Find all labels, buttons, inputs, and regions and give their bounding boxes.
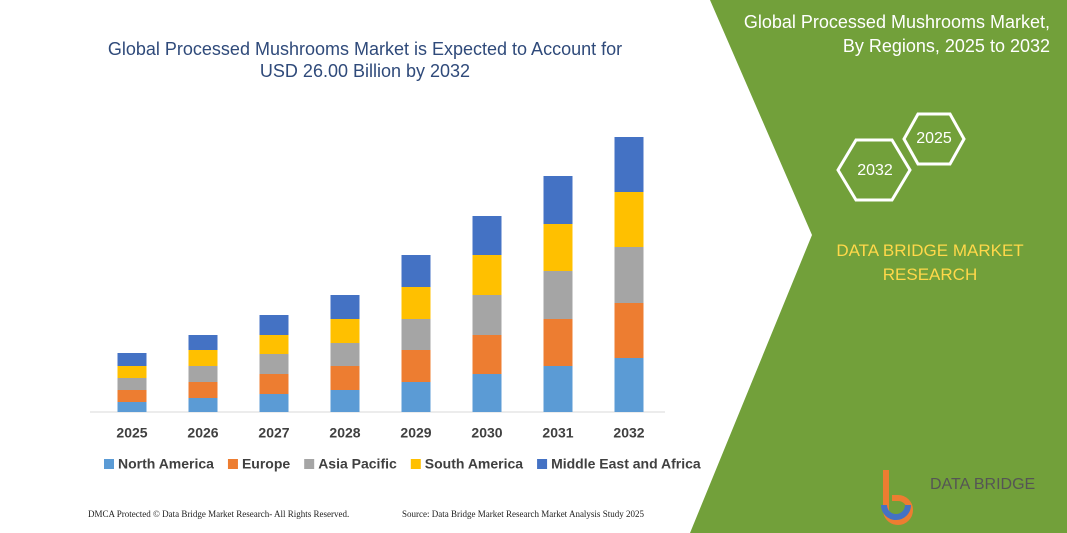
logo: DATA BRIDGE: [881, 470, 1035, 525]
bar-segment: [330, 390, 360, 412]
brand-text: DATA BRIDGE MARKET RESEARCH: [836, 241, 1023, 284]
logo-text: DATA BRIDGE: [930, 476, 1035, 493]
side-panel: [690, 0, 1067, 533]
bar-segment: [543, 366, 573, 412]
x-tick-label: 2028: [329, 425, 360, 441]
bar-segment: [330, 343, 360, 366]
bar-segment: [472, 216, 502, 255]
bar-segment: [117, 366, 147, 378]
legend-swatch: [537, 459, 548, 469]
legend-swatch: [304, 459, 315, 469]
legend-label: Middle East and Africa: [551, 456, 701, 472]
legend-label: North America: [118, 456, 214, 472]
x-tick-label: 2031: [542, 425, 573, 441]
chart-title: Global Processed Mushrooms Market is Exp…: [107, 39, 623, 81]
x-tick-label: 2025: [116, 425, 147, 441]
bar-segment: [259, 335, 289, 354]
legend-swatch: [227, 459, 238, 469]
hex-label: 2032: [857, 162, 893, 179]
bar-segment: [401, 382, 431, 412]
hexagon: [902, 112, 966, 166]
bar-segment: [543, 319, 573, 366]
bar-segment: [330, 319, 360, 343]
bar-segment: [401, 350, 431, 382]
bar-segment: [614, 303, 644, 358]
hex-label: 2025: [916, 130, 952, 147]
bar-segment: [330, 295, 360, 319]
bar-segment: [401, 319, 431, 350]
bar-segment: [259, 374, 289, 394]
legend-label: Europe: [242, 456, 290, 472]
hexagon: [836, 138, 912, 202]
bar-segment: [117, 353, 147, 366]
bar-segment: [188, 335, 218, 350]
legend-label: Asia Pacific: [318, 456, 397, 472]
x-tick-label: 2032: [613, 425, 644, 441]
x-tick-label: 2029: [400, 425, 431, 441]
bar-segment: [472, 295, 502, 335]
footer-right: Source: Data Bridge Market Research Mark…: [402, 509, 644, 519]
panel-title: Global Processed Mushrooms Market, By Re…: [743, 12, 1050, 56]
bar-segment: [188, 382, 218, 398]
bar-segment: [259, 354, 289, 374]
x-tick-label: 2026: [187, 425, 218, 441]
legend-swatch: [410, 459, 421, 469]
bar-segment: [614, 247, 644, 303]
bar-segment: [472, 255, 502, 295]
bar-segment: [401, 287, 431, 319]
bar-segment: [543, 224, 573, 271]
bar-segment: [117, 402, 147, 412]
legend-swatch: [104, 459, 114, 469]
bar-segment: [188, 366, 218, 382]
bar-segment: [188, 398, 218, 412]
footer-left: DMCA Protected © Data Bridge Market Rese…: [88, 509, 349, 519]
bar-segment: [543, 271, 573, 319]
bar-segment: [259, 315, 289, 335]
bar-segment: [614, 358, 644, 412]
bar-segment: [472, 374, 502, 412]
legend-label: South America: [425, 456, 523, 472]
x-tick-label: 2030: [471, 425, 502, 441]
bar-segment: [117, 390, 147, 402]
bar-segment: [188, 350, 218, 366]
bar-segment: [543, 176, 573, 224]
x-tick-label: 2027: [258, 425, 289, 441]
bar-segment: [117, 378, 147, 390]
bar-segment: [472, 335, 502, 374]
bar-segment: [401, 255, 431, 287]
logo-icon: [881, 504, 911, 520]
bar-segment: [614, 137, 644, 192]
bar-segment: [330, 366, 360, 390]
bar-segment: [259, 394, 289, 412]
bar-segment: [614, 192, 644, 247]
